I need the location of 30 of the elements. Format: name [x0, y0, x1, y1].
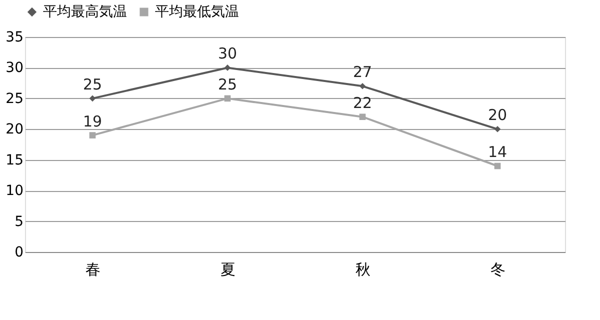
data-label: 30	[218, 44, 238, 63]
data-label: 22	[352, 94, 372, 112]
y-tick-label: 35	[6, 30, 24, 46]
y-tick-label: 10	[6, 183, 24, 200]
point	[89, 132, 96, 138]
point	[494, 162, 501, 170]
data-label: 25	[218, 75, 238, 94]
data-label: 25	[82, 75, 102, 94]
data-label: 14	[488, 143, 508, 161]
point	[224, 95, 231, 102]
y-tick-label: 0	[14, 244, 24, 260]
data-label: 20	[488, 106, 508, 124]
point	[89, 95, 96, 102]
y-tick-label: 20	[6, 122, 24, 138]
data-label: 19	[82, 112, 102, 130]
data-label: 27	[352, 63, 372, 82]
x-tick-label: 秋	[356, 260, 370, 278]
y-tick-label: 15	[6, 152, 24, 168]
point	[494, 126, 501, 132]
legend-label: 平均最高気温	[43, 4, 127, 20]
legend-label: 平均最低気温	[155, 4, 239, 20]
y-tick-label: 25	[6, 90, 24, 107]
x-tick-label: 夏	[220, 260, 236, 278]
point	[359, 82, 366, 90]
x-tick-label: 春	[86, 260, 100, 278]
x-tick-label: 冬	[490, 260, 506, 278]
y-tick-label: 5	[14, 214, 24, 230]
y-tick-label: 30	[6, 60, 24, 76]
point	[224, 64, 231, 71]
point	[359, 114, 366, 120]
